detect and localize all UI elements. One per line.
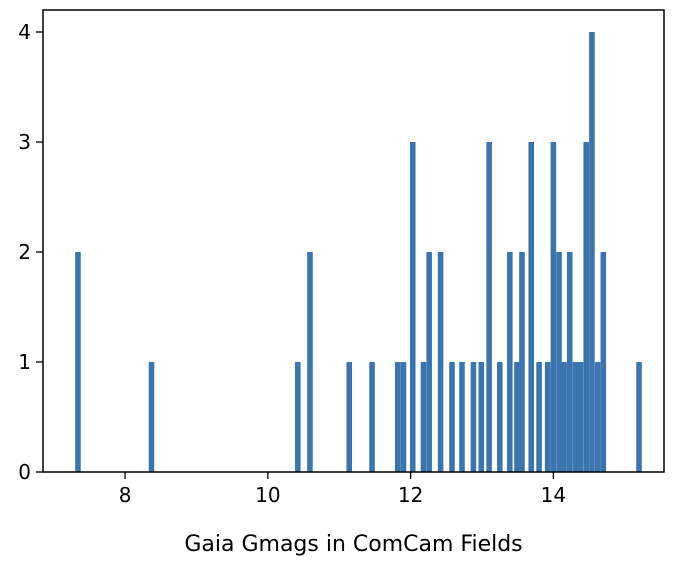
histogram-bar [589,32,595,472]
histogram-bar [577,362,584,472]
x-tick-label: 12 [398,483,423,507]
plot-frame [42,9,665,473]
histogram-bar [536,362,542,472]
y-tick-label: 3 [18,130,31,154]
histogram-bar [519,252,525,472]
histogram-bars [75,32,642,472]
histogram-bar [594,362,601,472]
histogram-bar [561,362,567,472]
histogram-bar [636,362,642,472]
histogram-bar [400,362,407,472]
x-tick-label: 10 [255,483,280,507]
histogram-bar [470,362,477,472]
x-tick-label: 8 [119,483,132,507]
histogram-bar [567,252,573,472]
histogram-bar [550,142,557,472]
x-axis-ticks: 8 10 12 14 [119,472,566,507]
histogram-bar [572,362,579,472]
histogram-bar [346,362,352,472]
histogram-bar [449,362,455,472]
histogram-bar [514,362,520,472]
histogram-bar [420,362,427,472]
histogram-bar [148,362,155,472]
y-tick-label: 4 [18,20,31,44]
histogram-bar [583,142,589,472]
histogram-bar [75,252,81,472]
histogram-bar [369,362,375,472]
x-axis-label: Gaia Gmags in ComCam Fields [184,532,522,557]
histogram-bar [409,142,416,472]
histogram-bar [544,362,551,472]
y-tick-label: 0 [18,460,31,484]
histogram-bar [556,252,562,472]
histogram-bar [600,252,607,472]
histogram-bar [295,362,301,472]
histogram-bar [307,252,313,472]
histogram-bar [507,252,513,472]
histogram-bar [394,362,401,472]
histogram-bar [426,252,432,472]
histogram-bar [478,362,485,472]
histogram-bar [437,252,444,472]
y-axis-ticks: 0 1 2 3 4 [18,20,43,484]
histogram-bar [459,362,465,472]
x-tick-label: 14 [541,483,566,507]
histogram-bar [528,142,535,472]
y-tick-label: 2 [18,240,31,264]
histogram-bar [497,362,503,472]
histogram-bar [486,142,492,472]
y-tick-label: 1 [18,350,31,374]
